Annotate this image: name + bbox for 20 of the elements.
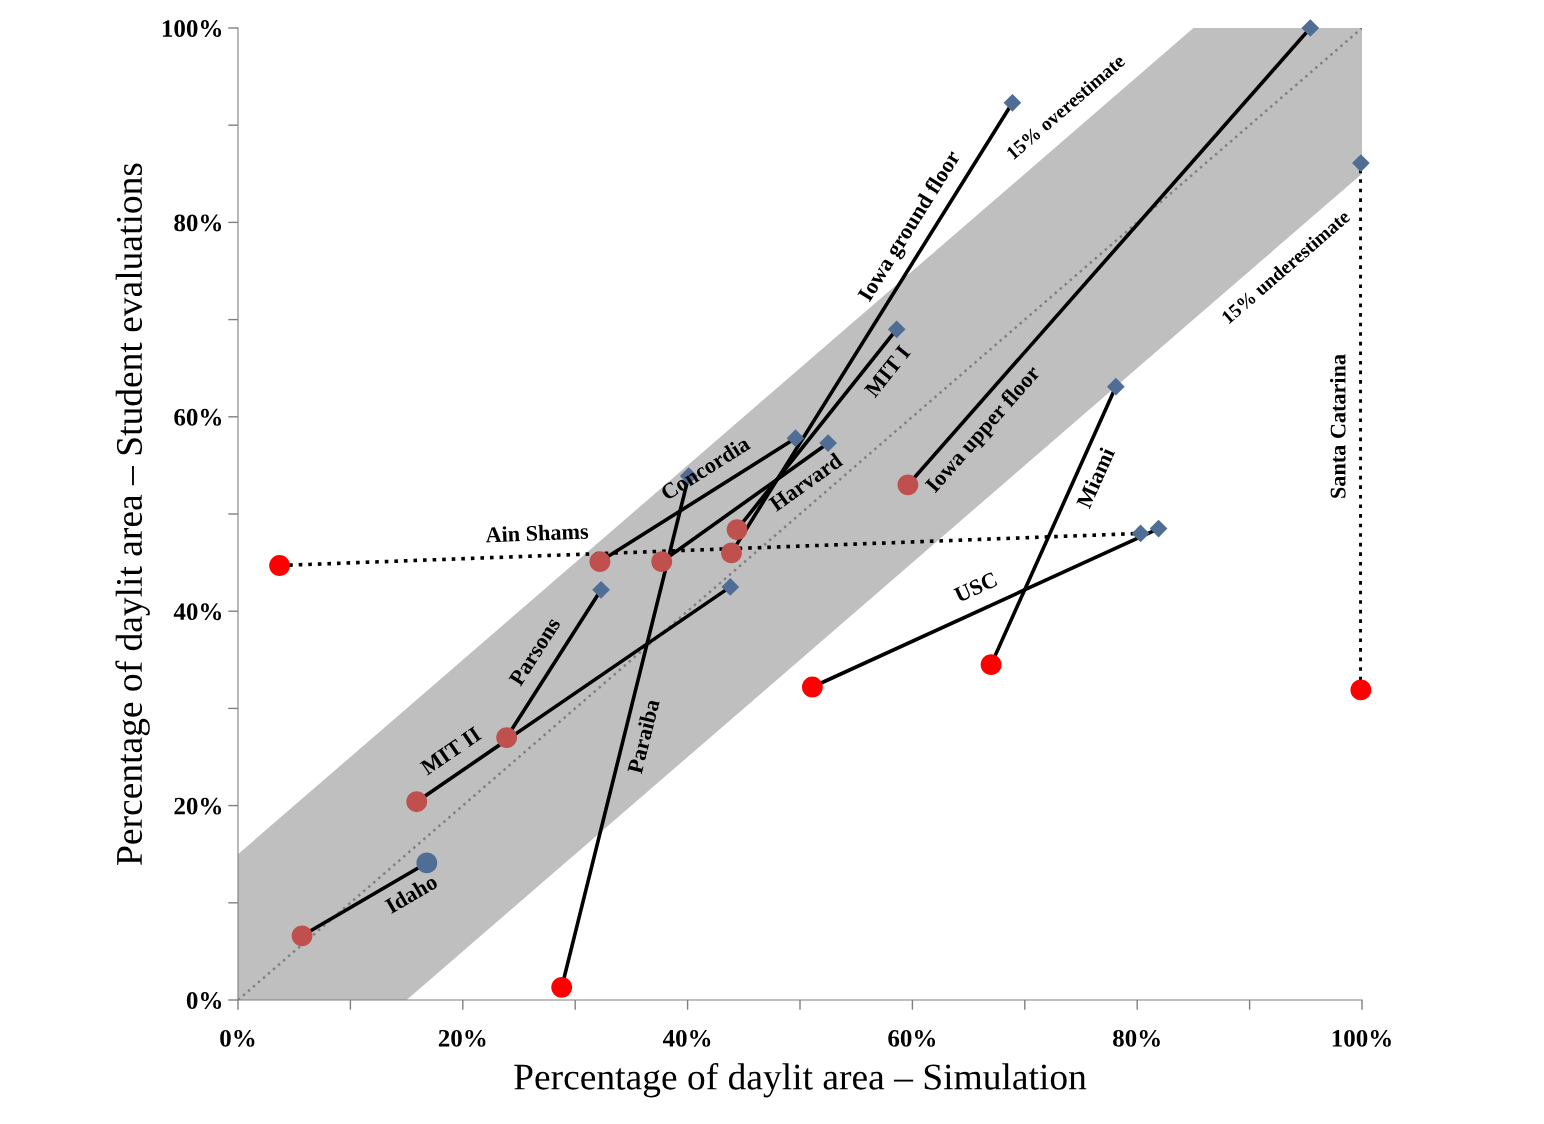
text: MIT II: [419, 726, 482, 776]
x-tick-label: 0%: [220, 1029, 255, 1047]
x-tick-label: 100%: [1332, 1029, 1391, 1047]
y-tick-label: 40%: [173, 603, 222, 621]
y-tick-label: 60%: [174, 408, 222, 426]
y-tick-label: 0%: [186, 992, 222, 1009]
series-label: Ain Shams: [485, 523, 589, 543]
text: USC: [953, 571, 998, 603]
y-tick-label: 100%: [162, 20, 222, 37]
text: Santa Catarina: [1329, 354, 1346, 498]
x-tick-label: 60%: [888, 1029, 936, 1047]
y-tick-label: 80%: [174, 214, 222, 232]
x-tick-label: 40%: [662, 1029, 711, 1047]
y-tick-label: 20%: [174, 797, 222, 815]
x-tick-label: 20%: [438, 1029, 486, 1047]
x-axis-title: Percentage of daylit area – Simulation: [514, 1062, 1087, 1098]
x-tick-label: 80%: [1113, 1029, 1160, 1047]
y-axis-title: Percentage of daylit area – Student evaluations: [115, 163, 150, 865]
text: Idaho: [383, 873, 439, 914]
text: Paraiba: [626, 698, 660, 775]
